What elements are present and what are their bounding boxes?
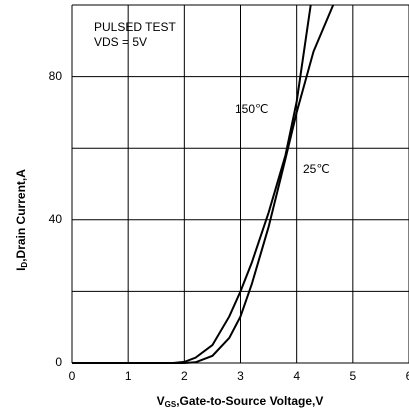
x-tick-label: 0 [69,369,76,383]
x-label-rest: ,Gate-to-Source Voltage,V [176,394,323,408]
y-label-sub: D [20,262,29,268]
x-axis-label: VGS,Gate-to-Source Voltage,V [157,394,324,409]
annotation: PULSED TEST [94,20,176,34]
curve [72,4,312,364]
x-tick-label: 5 [349,369,356,383]
y-tick-label: 40 [49,212,63,226]
x-tick-label: 1 [125,369,132,383]
x-tick-label: 6 [406,369,409,383]
y-tick-label: 0 [55,355,62,369]
curve [72,4,335,364]
y-label-rest: ,Drain Current,A [14,169,28,262]
x-tick-label: 4 [293,369,300,383]
series-label: 150℃ [235,102,269,116]
x-label-sub: GS [165,400,177,409]
x-label-main: V [157,394,165,408]
y-tick-label: 80 [49,69,63,83]
y-label-main: I [14,268,28,271]
annotation: VDS = 5V [94,35,147,49]
x-tick-label: 3 [237,369,244,383]
y-axis-label: ID,Drain Current,A [14,169,29,271]
x-tick-label: 2 [181,369,188,383]
series-label: 25℃ [303,162,330,176]
